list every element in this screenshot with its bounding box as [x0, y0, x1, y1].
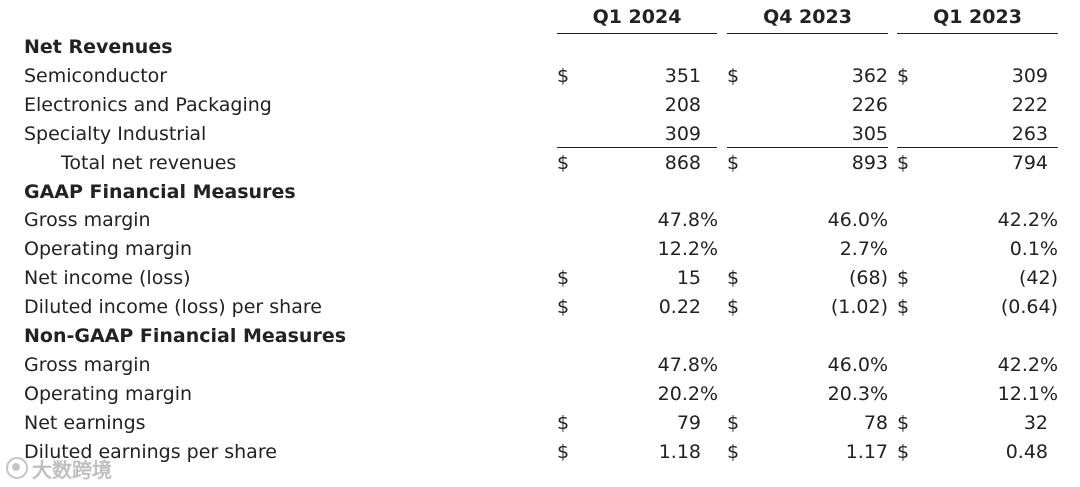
currency-symbol: $: [727, 409, 741, 438]
cell-value: (68): [849, 264, 888, 293]
currency-symbol: $: [557, 62, 571, 91]
cell-value: 309: [1012, 62, 1048, 91]
table-row: Operating margin 20.2% 20.3% 12.1%: [0, 380, 1080, 409]
currency-symbol: $: [897, 438, 911, 467]
column-header-q1-2024: Q1 2024: [557, 0, 717, 34]
cell-value: 362: [852, 62, 888, 91]
section-row: GAAP Financial Measures: [0, 178, 1080, 207]
cell-value: 1.17: [846, 438, 888, 467]
table-row: Electronics and Packaging 208 226 222: [0, 91, 1080, 120]
currency-symbol: $: [727, 438, 741, 467]
section-heading: Non-GAAP Financial Measures: [24, 322, 346, 351]
cell-value: 42.2%: [998, 351, 1058, 380]
cell-value: 47.8%: [658, 206, 718, 235]
cell-value: 868: [665, 149, 701, 178]
cell-value: 263: [1012, 120, 1048, 149]
cell-value: 208: [665, 91, 701, 120]
cell-value: 42.2%: [998, 206, 1058, 235]
table-row: Diluted earnings per share $1.18 $1.17 $0.4…: [0, 438, 1080, 467]
table-row: Net income (loss) $15 $ (68) $ (42): [0, 264, 1080, 293]
cell-value: 46.0%: [828, 206, 888, 235]
cell-value: 78: [864, 409, 888, 438]
watermark-logo-icon: [6, 457, 28, 479]
section-row: Non-GAAP Financial Measures: [0, 322, 1080, 351]
currency-symbol: $: [557, 149, 571, 178]
currency-symbol: $: [897, 62, 911, 91]
cell-value: 20.2%: [658, 380, 718, 409]
currency-symbol: $: [557, 264, 571, 293]
watermark: 大数跨境: [6, 452, 112, 484]
table-row: Diluted income (loss) per share $0.22 $ (1.…: [0, 293, 1080, 322]
row-label: Gross margin: [24, 351, 151, 380]
section-row: Net Revenues: [0, 33, 1080, 62]
currency-symbol: $: [897, 264, 911, 293]
cell-value: (1.02): [831, 293, 888, 322]
row-label: Semiconductor: [24, 62, 167, 91]
currency-symbol: $: [727, 62, 741, 91]
row-label: Net earnings: [24, 409, 146, 438]
cell-value: 0.1%: [1010, 235, 1058, 264]
cell-value: 222: [1012, 91, 1048, 120]
row-label: Diluted income (loss) per share: [24, 293, 322, 322]
cell-value: 893: [852, 149, 888, 178]
row-label: Operating margin: [24, 235, 192, 264]
currency-symbol: $: [897, 149, 911, 178]
column-header-q4-2023: Q4 2023: [727, 0, 888, 34]
section-heading: GAAP Financial Measures: [24, 178, 296, 207]
cell-value: 351: [665, 62, 701, 91]
table-row: Gross margin 47.8% 46.0% 42.2%: [0, 351, 1080, 380]
currency-symbol: $: [897, 293, 911, 322]
cell-value: 309: [665, 120, 701, 149]
cell-value: 79: [677, 409, 701, 438]
cell-value: 12.2%: [658, 235, 718, 264]
cell-value: 1.18: [659, 438, 701, 467]
cell-value: (42): [1019, 264, 1058, 293]
cell-value: 47.8%: [658, 351, 718, 380]
section-heading: Net Revenues: [24, 33, 173, 62]
cell-value: 794: [1012, 149, 1048, 178]
table-row: Total net revenues $868 $893 $794: [0, 149, 1080, 178]
table-row: Operating margin 12.2% 2.7% 0.1%: [0, 235, 1080, 264]
cell-value: 0.22: [659, 293, 701, 322]
row-label: Operating margin: [24, 380, 192, 409]
currency-symbol: $: [557, 293, 571, 322]
currency-symbol: $: [727, 293, 741, 322]
currency-symbol: $: [727, 264, 741, 293]
watermark-text: 大数跨境: [32, 454, 112, 483]
table-row: Net earnings $79 $78 $32: [0, 409, 1080, 438]
cell-value: 46.0%: [828, 351, 888, 380]
table-row: Gross margin 47.8% 46.0% 42.2%: [0, 206, 1080, 235]
table-row: Specialty Industrial 309 305 263: [0, 120, 1080, 149]
currency-symbol: $: [557, 438, 571, 467]
row-label: Net income (loss): [24, 264, 191, 293]
currency-symbol: $: [727, 149, 741, 178]
cell-value: 2.7%: [840, 235, 888, 264]
cell-value: 12.1%: [998, 380, 1058, 409]
row-label: Electronics and Packaging: [24, 91, 272, 120]
table-row: Semiconductor $351 $362 $309: [0, 62, 1080, 91]
cell-value: 226: [852, 91, 888, 120]
cell-value: 305: [852, 120, 888, 149]
currency-symbol: $: [557, 409, 571, 438]
column-header-q1-2023: Q1 2023: [897, 0, 1058, 34]
cell-value: 0.48: [1006, 438, 1048, 467]
row-label: Gross margin: [24, 206, 151, 235]
cell-value: (0.64): [1001, 293, 1058, 322]
currency-symbol: $: [897, 409, 911, 438]
row-label: Specialty Industrial: [24, 120, 206, 149]
row-label: Total net revenues: [61, 149, 236, 178]
cell-value: 32: [1024, 409, 1048, 438]
cell-value: 20.3%: [828, 380, 888, 409]
cell-value: 15: [677, 264, 701, 293]
